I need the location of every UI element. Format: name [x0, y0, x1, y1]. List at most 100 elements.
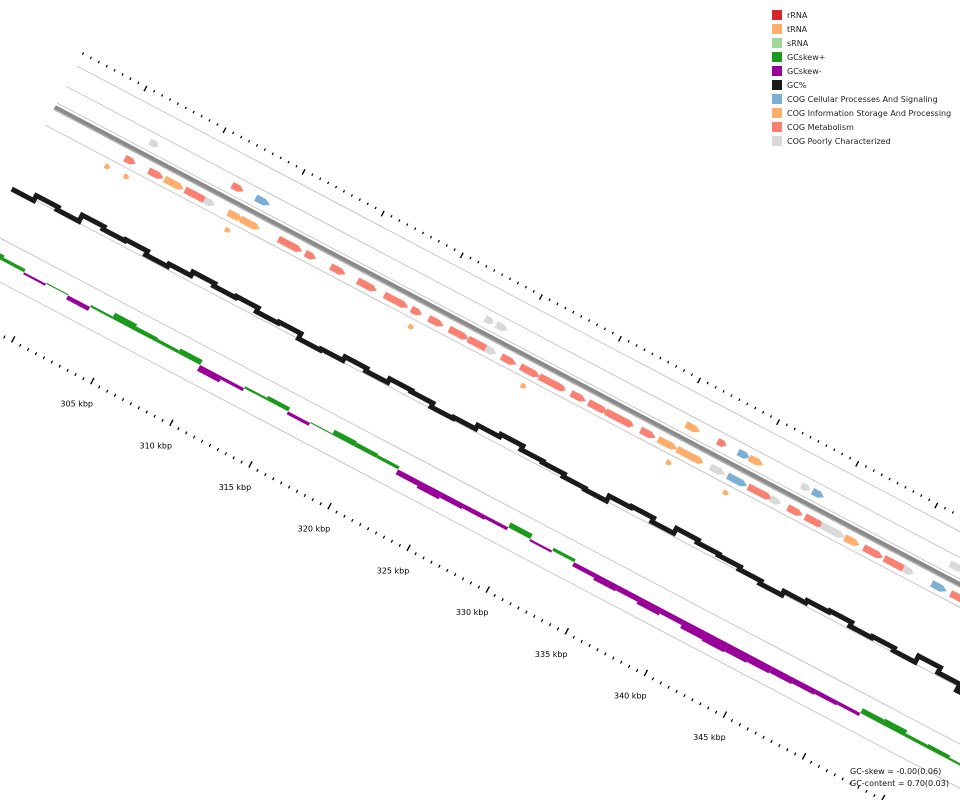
gc-skew-minus-bar: [746, 655, 773, 674]
legend-swatch: [772, 94, 782, 104]
legend-item-gcskew-minus: GCskew-: [772, 64, 951, 78]
minor-tick: [453, 573, 457, 577]
scale-label: 345 kbp: [693, 733, 726, 742]
minor-tick: [438, 564, 441, 568]
minor-tick: [833, 773, 836, 777]
minor-tick: [817, 440, 820, 443]
feature-cog-metabolism: [409, 305, 422, 316]
minor-tick: [730, 718, 734, 723]
legend-item-cog-information: COG Information Storage And Processing: [772, 106, 951, 120]
minor-tick: [596, 648, 599, 652]
feature-trna: [103, 163, 111, 170]
gc-skew-plus-bar: [552, 547, 576, 563]
feature-trna: [722, 489, 729, 496]
minor-tick: [208, 119, 211, 122]
minor-tick: [651, 677, 655, 681]
minor-tick: [943, 506, 947, 510]
minor-tick: [516, 281, 520, 285]
minor-tick: [762, 735, 765, 739]
feature-cog-metabolism: [786, 504, 803, 516]
feature-cog-metabolism: [499, 353, 517, 365]
legend-item-gcskew-plus: GCskew+: [772, 50, 951, 64]
minor-tick: [509, 602, 512, 606]
minor-tick: [177, 427, 180, 431]
legend-label: COG Poorly Characterized: [787, 136, 891, 146]
minor-tick: [786, 748, 789, 752]
minor-tick: [224, 452, 228, 456]
legend-label: sRNA: [787, 38, 809, 48]
legend-swatch: [772, 108, 782, 118]
feature-cog-metabolism: [949, 590, 960, 603]
minor-tick: [841, 777, 844, 781]
minor-tick: [445, 244, 448, 247]
minor-tick: [446, 568, 449, 573]
minor-tick: [161, 418, 164, 422]
minor-tick: [192, 435, 196, 439]
gc-content-track: [10, 186, 960, 696]
gc-skew-plus-bar: [112, 312, 138, 331]
legend-label: GCskew+: [787, 52, 826, 62]
minor-tick: [422, 556, 425, 560]
feature-cog-poorly: [494, 321, 508, 332]
minor-tick: [414, 552, 417, 556]
minor-tick: [342, 189, 346, 193]
minor-tick: [801, 431, 804, 435]
minor-tick: [105, 389, 109, 393]
feature-cog-cellular: [726, 472, 748, 487]
minor-tick: [833, 448, 836, 452]
minor-tick: [311, 497, 315, 502]
legend-swatch: [772, 66, 782, 76]
feature-cog-metabolism: [586, 399, 608, 413]
minor-tick: [295, 489, 299, 493]
guide-line: [65, 85, 960, 559]
gc-skew-plus-bar: [376, 454, 400, 470]
minor-tick: [351, 518, 354, 523]
minor-tick: [113, 393, 117, 397]
major-tick: [301, 168, 306, 175]
minor-tick: [216, 447, 220, 452]
gc-skew-minus-bar: [593, 573, 619, 592]
minor-tick: [430, 560, 433, 564]
feature-cog-information: [684, 421, 701, 433]
minor-tick: [706, 706, 710, 710]
minor-tick: [493, 269, 496, 272]
minor-tick: [153, 414, 156, 418]
minor-tick: [872, 469, 875, 473]
minor-tick: [3, 335, 6, 339]
minor-tick: [153, 89, 156, 93]
feature-cog-metabolism: [147, 167, 164, 179]
gc-skew-plus-bar: [508, 522, 533, 539]
minor-tick: [461, 577, 465, 581]
scale-label: 315 kbp: [219, 483, 252, 492]
minor-tick: [382, 535, 386, 539]
scale-label: 330 kbp: [456, 608, 489, 617]
minor-tick: [255, 144, 259, 147]
minor-tick: [208, 443, 212, 447]
minor-tick: [612, 656, 615, 660]
minor-tick: [904, 485, 907, 489]
minor-tick: [176, 102, 180, 106]
major-tick: [538, 294, 543, 301]
minor-tick: [746, 402, 749, 406]
guide-line: [0, 237, 960, 745]
legend-label: COG Cellular Processes And Signaling: [787, 94, 938, 104]
minor-tick: [185, 431, 188, 435]
minor-tick: [928, 498, 931, 502]
feature-cog-information: [656, 436, 678, 450]
minor-tick: [809, 435, 812, 439]
minor-tick: [754, 731, 757, 735]
minor-tick: [247, 139, 251, 143]
major-tick: [617, 335, 622, 342]
legend-swatch: [772, 10, 782, 20]
minor-tick: [390, 214, 393, 218]
minor-tick: [477, 585, 481, 589]
minor-tick: [477, 260, 480, 264]
minor-tick: [674, 365, 678, 368]
gc-skew-minus-bar: [836, 701, 861, 716]
gc-skew-plus-bar: [882, 718, 908, 737]
minor-tick: [920, 494, 923, 498]
gc-skew-stat: GC-skew = -0.00(0.06): [850, 767, 942, 776]
minor-tick: [793, 752, 797, 756]
gc-skew-plus-bar: [948, 757, 960, 766]
minor-tick: [778, 743, 781, 748]
